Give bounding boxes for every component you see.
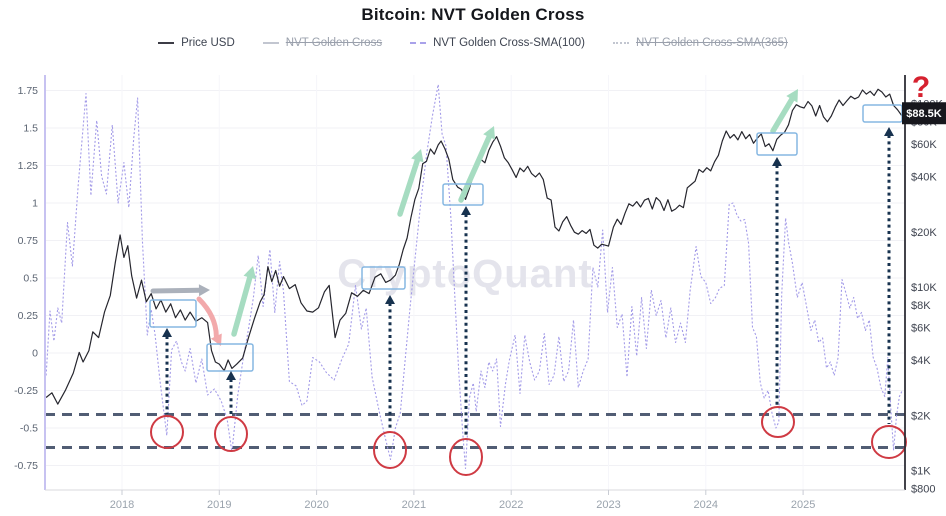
legend-label: NVT Golden Cross-SMA(100) bbox=[433, 37, 585, 49]
price-usd-line bbox=[45, 88, 905, 405]
x-axis-year-label: 2022 bbox=[499, 499, 523, 511]
dotted-up-arrow-head bbox=[461, 206, 471, 215]
blue-highlight-box bbox=[149, 299, 197, 328]
last-price-badge bbox=[902, 102, 946, 125]
dotted-up-arrow-head bbox=[385, 295, 395, 304]
legend-item-nvt-golden-cross-sma-100-[interactable]: NVT Golden Cross-SMA(100) bbox=[410, 37, 585, 49]
red-signal-circle bbox=[871, 425, 907, 459]
right-axis-tick-label: $8K bbox=[911, 300, 931, 312]
gray-sideways-arrow bbox=[150, 287, 202, 294]
x-axis-year-label: 2019 bbox=[207, 499, 231, 511]
right-axis-tick-label: $1K bbox=[911, 466, 931, 478]
legend-label: Price USD bbox=[181, 37, 235, 49]
left-axis-tick-label: 1.5 bbox=[23, 123, 38, 135]
green-up-arrow bbox=[770, 96, 795, 134]
left-axis-tick-label: -0.5 bbox=[20, 423, 38, 435]
last-price-badge-label: $88.5K bbox=[906, 108, 942, 120]
right-axis-tick-label: $4K bbox=[911, 355, 931, 367]
green-up-arrow bbox=[231, 274, 253, 337]
green-up-arrow-head bbox=[786, 89, 798, 103]
left-axis-tick-label: 1.75 bbox=[18, 85, 39, 97]
x-axis-year-label: 2021 bbox=[402, 499, 426, 511]
legend-marker-icon bbox=[262, 42, 279, 44]
nvt-sma100-line bbox=[45, 83, 903, 470]
gray-sideways-arrow-head bbox=[198, 284, 210, 297]
dotted-up-arrow-head bbox=[884, 127, 894, 136]
left-axis-tick-label: -0.25 bbox=[14, 385, 38, 397]
red-signal-circle bbox=[761, 406, 795, 438]
left-axis-tick-label: 0.5 bbox=[23, 273, 38, 285]
legend-marker-icon bbox=[410, 42, 427, 44]
pink-down-arrow bbox=[196, 296, 219, 339]
x-axis-year-label: 2025 bbox=[791, 499, 815, 511]
left-axis-tick-label: 1.25 bbox=[18, 160, 39, 172]
legend-item-price-usd[interactable]: Price USD bbox=[158, 37, 235, 49]
right-axis-tick-label: $40K bbox=[911, 172, 937, 184]
right-axis-tick-label: $6K bbox=[911, 323, 931, 335]
left-axis-tick-label: -0.75 bbox=[14, 460, 38, 472]
left-axis-tick-label: 0 bbox=[32, 348, 38, 360]
blue-highlight-box bbox=[442, 183, 484, 206]
left-axis-tick-label: 0.75 bbox=[18, 235, 39, 247]
help-question-icon[interactable]: ? bbox=[912, 71, 930, 104]
green-up-arrow-head bbox=[483, 126, 496, 140]
right-axis-tick-label: $800 bbox=[911, 483, 935, 495]
green-up-arrow-head bbox=[243, 266, 257, 280]
chart-legend: Price USD NVT Golden Cross NVT Golden Cros… bbox=[0, 37, 946, 49]
legend-item-nvt-golden-cross-sma-365-[interactable]: NVT Golden Cross-SMA(365) bbox=[612, 37, 788, 49]
left-axis-tick-label: 0.25 bbox=[18, 310, 39, 322]
red-signal-circle bbox=[150, 415, 184, 449]
dotted-up-arrow-head bbox=[772, 157, 782, 166]
legend-label: NVT Golden Cross-SMA(365) bbox=[635, 37, 788, 49]
x-axis-year-label: 2024 bbox=[694, 499, 718, 511]
pink-down-arrow-head bbox=[210, 333, 222, 346]
right-axis-tick-label: $20K bbox=[911, 227, 937, 239]
chart-title: Bitcoin: NVT Golden Cross bbox=[361, 5, 585, 24]
right-axis-tick-label: $2K bbox=[911, 410, 931, 422]
right-axis-tick-label: $60K bbox=[911, 139, 937, 151]
red-signal-circle bbox=[214, 416, 248, 452]
left-axis-tick-label: 1 bbox=[32, 198, 38, 210]
legend-label: NVT Golden Cross bbox=[285, 37, 383, 49]
blue-highlight-box bbox=[361, 266, 406, 290]
red-signal-circle bbox=[449, 438, 483, 476]
green-up-arrow-head bbox=[411, 149, 424, 163]
dotted-up-arrow-head bbox=[162, 328, 172, 337]
legend-item-nvt-golden-cross[interactable]: NVT Golden Cross bbox=[262, 37, 383, 49]
legend-marker-icon bbox=[158, 42, 175, 44]
blue-highlight-box bbox=[756, 132, 798, 156]
legend-marker-icon bbox=[612, 42, 629, 44]
red-signal-circle bbox=[373, 431, 407, 469]
dotted-up-arrow-head bbox=[226, 371, 236, 380]
right-axis-tick-label: $10K bbox=[911, 282, 937, 294]
green-up-arrow bbox=[458, 134, 492, 203]
x-axis-year-label: 2018 bbox=[110, 499, 134, 511]
x-axis-year-label: 2020 bbox=[304, 499, 328, 511]
x-axis-year-label: 2023 bbox=[596, 499, 620, 511]
blue-highlight-box bbox=[206, 343, 254, 372]
green-up-arrow bbox=[397, 157, 421, 217]
